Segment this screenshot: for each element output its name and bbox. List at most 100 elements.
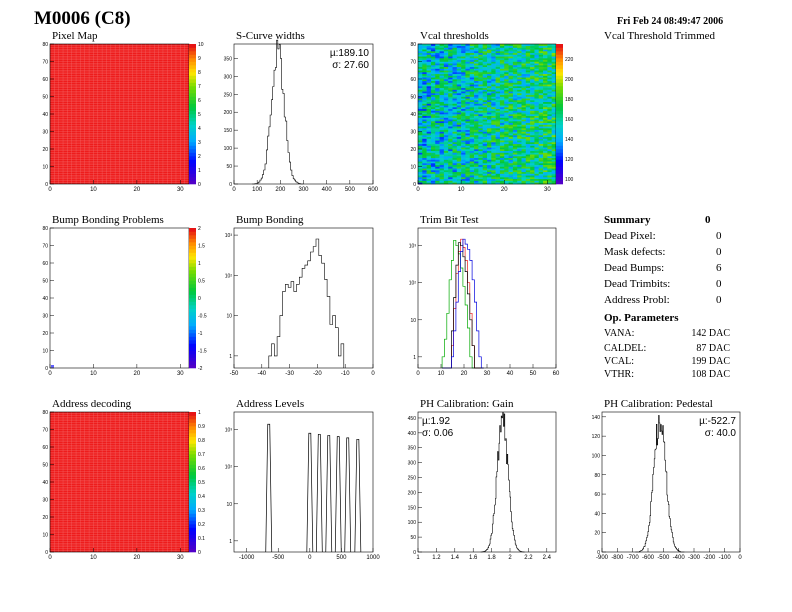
heatmap-cell xyxy=(495,119,501,122)
heatmap-cell xyxy=(465,140,471,143)
heatmap-cell xyxy=(508,121,514,124)
heatmap-cell xyxy=(530,61,535,64)
heatmap-cell xyxy=(499,180,505,183)
heatmap-cell xyxy=(495,121,501,124)
heatmap-cell xyxy=(456,152,462,155)
heatmap-cell xyxy=(487,108,492,111)
heatmap-cell xyxy=(448,58,453,61)
heatmap-cell xyxy=(452,75,458,78)
heatmap-cell xyxy=(551,142,557,145)
y-tick-label: 60 xyxy=(410,77,416,83)
heatmap-cell xyxy=(452,84,458,87)
color-scale-cell xyxy=(189,121,196,125)
heatmap-cell xyxy=(478,80,483,83)
heatmap-cell xyxy=(426,98,432,101)
heatmap-cell xyxy=(478,107,483,110)
heatmap-cell xyxy=(448,147,453,150)
heatmap-cell xyxy=(461,86,466,89)
heatmap-cell xyxy=(461,161,466,164)
heatmap-cell xyxy=(491,143,496,146)
heatmap-cell xyxy=(525,93,531,96)
heatmap-cell xyxy=(443,79,449,82)
heatmap-cell xyxy=(448,131,453,134)
heatmap-cell xyxy=(430,108,436,111)
heatmap-cell xyxy=(499,58,505,61)
heatmap-grid xyxy=(50,44,189,184)
heatmap-cell xyxy=(426,87,432,90)
y-tick-label: 140 xyxy=(592,415,601,421)
heatmap-cell xyxy=(478,142,483,145)
heatmap-cell xyxy=(465,156,471,159)
heatmap-cell xyxy=(491,136,496,139)
heatmap-cell xyxy=(504,142,509,145)
heatmap-cell xyxy=(461,70,466,73)
heatmap-cell xyxy=(430,73,436,76)
heatmap-cell xyxy=(461,82,466,85)
heatmap-cell xyxy=(547,86,552,89)
color-scale-label: 0.5 xyxy=(198,279,205,285)
heatmap-cell xyxy=(538,87,544,90)
heatmap-cell xyxy=(491,115,496,118)
heatmap-cell xyxy=(456,89,462,92)
heatmap-cell xyxy=(543,149,548,152)
heatmap-cell xyxy=(456,105,462,108)
heatmap-cell xyxy=(465,175,471,178)
heatmap-cell xyxy=(430,110,436,113)
heatmap-cell xyxy=(538,70,544,73)
heatmap-cell xyxy=(435,47,440,50)
heatmap-cell xyxy=(482,98,488,101)
heatmap-cell xyxy=(456,66,462,69)
heatmap-cell xyxy=(456,73,462,76)
color-scale-cell xyxy=(556,61,563,66)
heatmap-cell xyxy=(538,170,544,173)
heatmap-cell xyxy=(443,152,449,155)
heatmap-cell xyxy=(474,171,479,174)
color-scale-cell xyxy=(189,548,196,553)
heatmap-cell xyxy=(469,82,475,85)
heatmap-cell xyxy=(426,131,432,134)
heatmap-cell xyxy=(495,110,501,113)
heatmap-cell xyxy=(508,91,514,94)
heatmap-cell xyxy=(521,96,527,99)
heatmap-cell xyxy=(461,135,466,138)
heatmap-cell xyxy=(508,122,514,125)
heatmap-cell xyxy=(469,178,475,181)
heatmap-cell xyxy=(499,107,505,110)
heatmap-cell xyxy=(474,101,479,104)
heatmap-cell xyxy=(461,51,466,54)
heatmap-cell xyxy=(478,171,483,174)
color-scale-label: 1 xyxy=(198,261,201,267)
heatmap-cell xyxy=(525,94,531,97)
heatmap-cell xyxy=(452,101,458,104)
heatmap-cell xyxy=(465,135,471,138)
heatmap-cell xyxy=(435,171,440,174)
heatmap-cell xyxy=(530,126,535,129)
heatmap-cell xyxy=(482,140,488,143)
heatmap-cell xyxy=(530,77,535,80)
heatmap-cell xyxy=(443,140,449,143)
y-tick-label: 0 xyxy=(45,550,48,556)
heatmap-cell xyxy=(495,135,501,138)
x-tick-label: 60 xyxy=(553,371,560,377)
heatmap-cell xyxy=(521,131,527,134)
histogram-line xyxy=(480,412,525,553)
heatmap-cell xyxy=(465,66,471,69)
heatmap-cell xyxy=(508,49,514,52)
heatmap-cell xyxy=(474,161,479,164)
heatmap-cell xyxy=(534,100,540,103)
heatmap-cell xyxy=(448,96,453,99)
heatmap-cell xyxy=(456,103,462,106)
heatmap-cell xyxy=(534,51,540,54)
heatmap-cell xyxy=(538,126,544,129)
heatmap-cell xyxy=(456,154,462,157)
heatmap-cell xyxy=(439,154,445,157)
heatmap-cell xyxy=(448,93,453,96)
heatmap-cell xyxy=(551,129,557,132)
heatmap-cell xyxy=(543,178,548,181)
heatmap-cell xyxy=(461,87,466,90)
heatmap-cell xyxy=(482,170,488,173)
color-scale-cell xyxy=(189,103,196,108)
heatmap-cell xyxy=(418,131,423,134)
heatmap-cell xyxy=(508,100,514,103)
heatmap-cell xyxy=(521,100,527,103)
